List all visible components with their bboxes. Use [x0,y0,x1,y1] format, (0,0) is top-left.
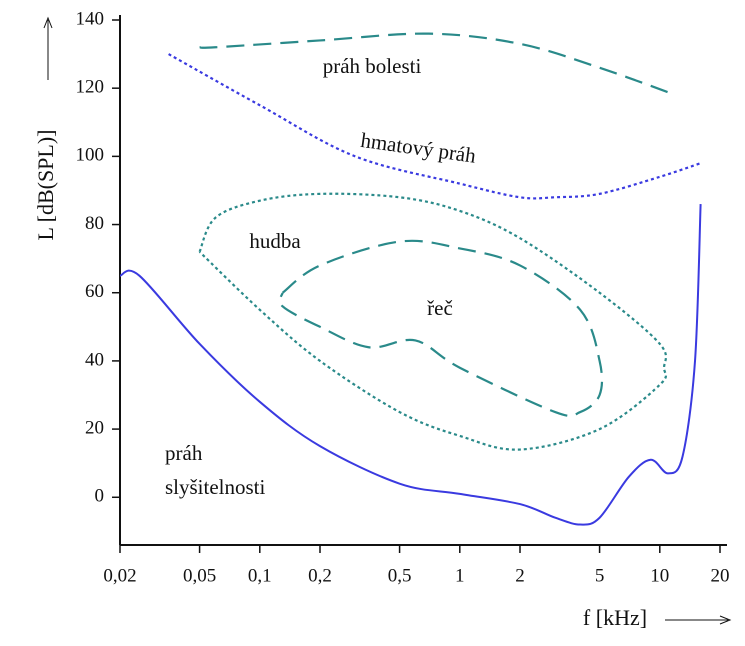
x-tick-label: 0,05 [183,565,216,586]
y-tick-label: 60 [85,281,104,302]
x-tick-label: 0,1 [248,565,272,586]
series-line [198,192,668,451]
x-axis-label: f [kHz] [583,605,647,630]
y-tick-label: 80 [85,213,104,234]
curve-label: řeč [427,296,453,320]
x-tick-label: 2 [515,565,525,586]
x-tick-label: 0,5 [388,565,412,586]
x-tick-label: 0,2 [308,565,332,586]
curve-label: práh bolesti [323,54,422,78]
x-tick-label: 20 [711,565,730,586]
y-arrow-head [43,16,53,29]
x-arrow-head [719,615,732,625]
series-line [278,239,604,418]
series-line [168,53,701,200]
x-tick-label: 1 [455,565,465,586]
series-line [119,204,702,526]
y-tick-label: 0 [95,486,105,507]
x-tick-label: 0,02 [103,565,136,586]
x-tick-label: 5 [595,565,605,586]
y-tick-label: 20 [85,417,104,438]
y-tick-label: 120 [76,77,105,98]
y-tick-label: 140 [76,8,105,29]
curve-label: hmatový práh [359,128,478,168]
series-line [199,32,677,97]
y-axis-label: L [dB(SPL)] [33,129,58,240]
y-tick-label: 40 [85,349,104,370]
x-tick-label: 10 [650,565,669,586]
curve-label: hudba [249,229,301,253]
curve-label: práh slyšitelnosti [165,441,266,499]
y-tick-label: 100 [76,145,105,166]
